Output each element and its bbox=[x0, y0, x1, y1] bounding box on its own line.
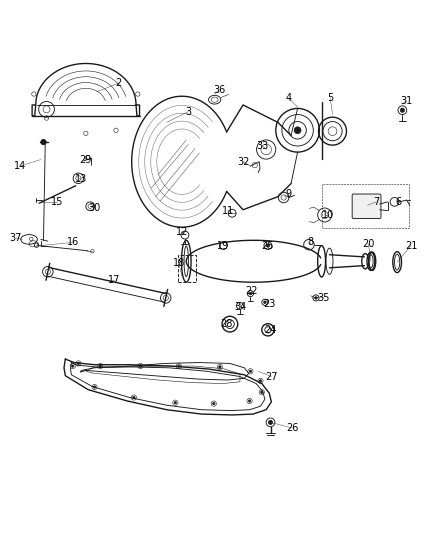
Circle shape bbox=[176, 364, 181, 369]
Circle shape bbox=[98, 364, 103, 369]
Circle shape bbox=[398, 106, 407, 115]
Circle shape bbox=[294, 127, 301, 134]
Text: 32: 32 bbox=[237, 157, 249, 167]
Circle shape bbox=[76, 361, 81, 366]
Circle shape bbox=[93, 386, 96, 389]
Text: 18: 18 bbox=[173, 258, 185, 268]
Text: 4: 4 bbox=[286, 93, 292, 103]
Circle shape bbox=[71, 365, 74, 367]
Circle shape bbox=[249, 370, 252, 373]
Text: 19: 19 bbox=[217, 240, 230, 251]
Text: 17: 17 bbox=[108, 276, 120, 286]
Text: 28: 28 bbox=[221, 319, 233, 329]
Text: 25: 25 bbox=[261, 240, 273, 251]
Circle shape bbox=[249, 292, 252, 295]
Text: 34: 34 bbox=[234, 302, 246, 312]
Circle shape bbox=[266, 418, 275, 427]
Text: 13: 13 bbox=[75, 174, 88, 184]
Circle shape bbox=[181, 231, 189, 239]
Text: 29: 29 bbox=[80, 155, 92, 165]
Circle shape bbox=[258, 378, 263, 384]
Circle shape bbox=[42, 266, 53, 277]
Text: 6: 6 bbox=[395, 197, 401, 207]
Text: 23: 23 bbox=[263, 298, 276, 309]
Circle shape bbox=[266, 244, 270, 247]
Circle shape bbox=[247, 290, 254, 297]
Text: 30: 30 bbox=[88, 203, 101, 213]
Circle shape bbox=[314, 297, 317, 299]
Circle shape bbox=[138, 364, 143, 369]
Circle shape bbox=[173, 400, 178, 405]
Circle shape bbox=[268, 420, 273, 425]
Circle shape bbox=[248, 369, 253, 374]
Circle shape bbox=[259, 379, 262, 382]
Circle shape bbox=[237, 302, 244, 309]
Circle shape bbox=[131, 395, 137, 400]
Circle shape bbox=[139, 365, 142, 367]
Circle shape bbox=[248, 400, 251, 402]
Text: 14: 14 bbox=[14, 161, 26, 171]
Text: 35: 35 bbox=[318, 293, 330, 303]
Circle shape bbox=[219, 366, 221, 368]
Circle shape bbox=[92, 384, 97, 390]
Circle shape bbox=[212, 402, 215, 405]
Text: 10: 10 bbox=[322, 210, 334, 220]
Circle shape bbox=[261, 391, 263, 393]
Circle shape bbox=[400, 108, 405, 112]
Circle shape bbox=[177, 365, 180, 367]
Text: 2: 2 bbox=[116, 78, 122, 88]
Text: 12: 12 bbox=[176, 227, 188, 237]
Circle shape bbox=[174, 401, 177, 404]
Circle shape bbox=[99, 365, 102, 367]
Circle shape bbox=[133, 396, 135, 399]
Circle shape bbox=[77, 362, 80, 365]
Text: 33: 33 bbox=[257, 141, 269, 151]
Bar bbox=[321, 184, 409, 228]
Bar bbox=[177, 255, 196, 282]
Circle shape bbox=[259, 390, 265, 395]
Text: 11: 11 bbox=[222, 206, 234, 216]
Text: 31: 31 bbox=[401, 95, 413, 106]
Text: 20: 20 bbox=[362, 239, 374, 249]
Text: 22: 22 bbox=[245, 286, 258, 296]
Text: 36: 36 bbox=[213, 85, 225, 95]
Text: 27: 27 bbox=[265, 372, 278, 382]
Text: 26: 26 bbox=[286, 423, 299, 433]
Circle shape bbox=[217, 364, 223, 369]
Circle shape bbox=[41, 140, 46, 144]
Circle shape bbox=[247, 398, 252, 403]
Text: 24: 24 bbox=[264, 325, 277, 335]
Text: 37: 37 bbox=[10, 233, 22, 243]
Text: 5: 5 bbox=[327, 93, 333, 103]
Text: 8: 8 bbox=[307, 238, 314, 247]
Circle shape bbox=[160, 293, 171, 303]
Circle shape bbox=[264, 301, 266, 304]
Circle shape bbox=[70, 364, 75, 369]
Circle shape bbox=[262, 299, 268, 305]
Text: 15: 15 bbox=[51, 197, 64, 207]
Text: 9: 9 bbox=[286, 189, 292, 199]
FancyBboxPatch shape bbox=[352, 194, 381, 219]
Text: 3: 3 bbox=[185, 107, 191, 117]
Text: 16: 16 bbox=[67, 238, 79, 247]
Text: 7: 7 bbox=[373, 197, 379, 207]
Circle shape bbox=[313, 295, 319, 301]
Text: 21: 21 bbox=[405, 240, 417, 251]
Circle shape bbox=[211, 401, 216, 406]
